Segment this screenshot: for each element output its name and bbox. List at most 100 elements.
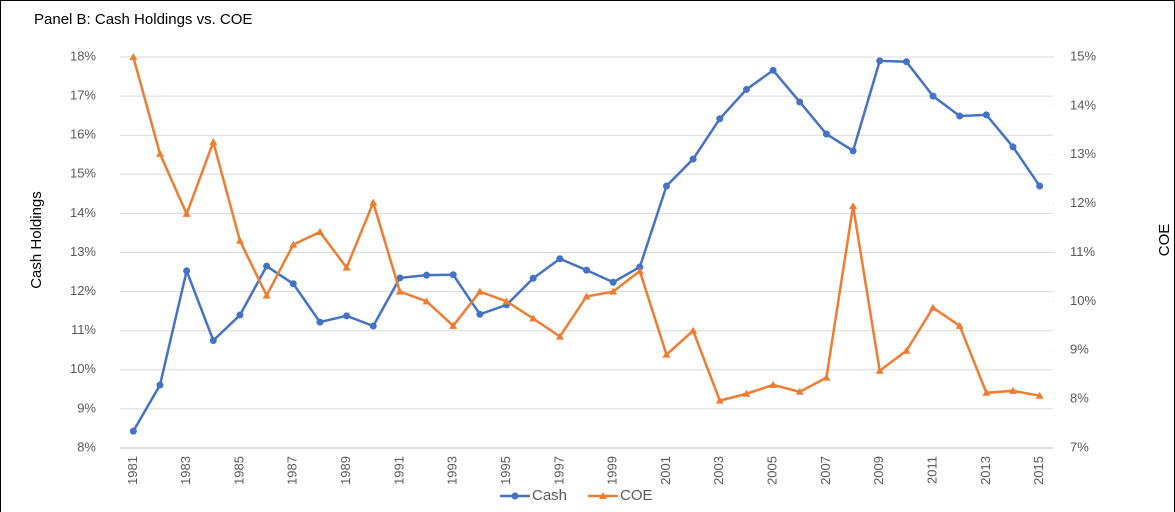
data-point	[955, 321, 964, 329]
data-point	[236, 311, 244, 319]
x-tick-label: 1997	[551, 456, 566, 485]
y-tick-label: 10%	[70, 361, 96, 376]
data-point	[609, 287, 618, 295]
data-point	[715, 396, 724, 404]
data-point	[583, 266, 590, 274]
data-point	[609, 278, 617, 286]
data-point	[343, 312, 351, 320]
data-point	[742, 389, 751, 397]
data-point	[822, 130, 830, 138]
x-tick-label: 1995	[498, 456, 513, 485]
data-point	[1009, 386, 1018, 394]
data-point	[502, 297, 511, 305]
data-point	[395, 287, 404, 295]
y-tick-label: 17%	[70, 88, 96, 103]
y2-tick-label: 11%	[1070, 244, 1095, 259]
y-tick-label: 11%	[71, 322, 96, 337]
data-point	[662, 350, 671, 358]
data-point	[182, 209, 191, 217]
x-tick-label: 1983	[178, 456, 193, 485]
chart-title: Panel B: Cash Holdings vs. COE	[34, 11, 252, 28]
x-tick-label: 1981	[125, 456, 140, 485]
data-point	[476, 310, 484, 318]
y-tick-label: 16%	[70, 127, 96, 142]
data-point	[556, 255, 564, 263]
y-tick-label: 12%	[70, 283, 96, 298]
data-point	[529, 314, 538, 322]
y2-tick-label: 15%	[1070, 48, 1096, 63]
y-tick-label: 14%	[70, 205, 96, 220]
y2-tick-label: 12%	[1070, 195, 1096, 210]
data-point	[449, 271, 457, 279]
data-point	[555, 332, 564, 340]
x-tick-label: 1999	[605, 456, 620, 485]
data-point	[689, 155, 697, 163]
y-tick-label: 8%	[77, 439, 96, 454]
x-tick-label: 2011	[924, 456, 939, 484]
data-point	[262, 291, 271, 299]
data-point	[209, 138, 218, 146]
data-point	[1009, 143, 1017, 151]
data-point	[209, 336, 217, 344]
data-point	[769, 380, 778, 388]
x-tick-label: 1991	[391, 456, 406, 485]
data-point	[1036, 182, 1044, 190]
data-point	[289, 280, 297, 288]
x-tick-label: 2003	[711, 456, 726, 485]
legend-label: COE	[620, 487, 653, 504]
y-tick-label: 9%	[77, 400, 96, 415]
data-point	[662, 182, 670, 190]
data-point	[795, 387, 804, 395]
data-point	[396, 274, 404, 282]
x-tick-label: 1993	[445, 456, 460, 485]
data-point	[849, 202, 858, 210]
data-point	[129, 53, 138, 60]
legend-marker	[599, 492, 607, 499]
data-point	[956, 112, 964, 120]
y2-axis-title: COE	[1156, 224, 1173, 257]
x-tick-label: 2005	[765, 456, 780, 485]
data-point	[183, 267, 191, 275]
data-point	[1035, 391, 1044, 399]
data-point	[929, 92, 937, 100]
x-tick-label: 2015	[1031, 456, 1046, 485]
data-point	[902, 58, 910, 66]
x-tick-label: 2001	[658, 456, 673, 485]
data-point	[769, 66, 777, 74]
data-point	[582, 292, 591, 300]
legend-label: Cash	[532, 487, 567, 504]
x-tick-label: 1989	[338, 456, 353, 485]
data-point	[369, 198, 378, 206]
data-point	[263, 262, 271, 270]
y-tick-label: 18%	[70, 48, 96, 63]
x-tick-label: 1985	[231, 456, 246, 485]
data-point	[689, 326, 698, 334]
data-point	[716, 115, 724, 123]
y-tick-label: 15%	[70, 166, 96, 181]
data-point	[902, 346, 911, 354]
data-point	[529, 274, 537, 282]
data-point	[635, 267, 644, 275]
data-point	[982, 388, 991, 396]
series-line	[132, 56, 1040, 403]
legend-marker	[511, 492, 519, 500]
y2-tick-label: 9%	[1070, 342, 1089, 357]
y2-tick-label: 14%	[1070, 97, 1096, 112]
data-point	[796, 98, 804, 106]
data-point	[876, 57, 884, 65]
y2-tick-label: 7%	[1070, 439, 1089, 454]
data-point	[235, 236, 244, 244]
x-tick-label: 1987	[285, 456, 300, 485]
y2-tick-label: 10%	[1070, 293, 1096, 308]
data-point	[822, 373, 831, 381]
data-point	[316, 318, 324, 326]
data-point	[423, 271, 431, 279]
data-point	[342, 263, 351, 271]
y-tick-label: 13%	[70, 244, 96, 259]
data-point	[742, 85, 750, 93]
series-line	[132, 59, 1041, 432]
data-point	[315, 227, 324, 235]
data-point	[289, 240, 298, 248]
data-point	[155, 149, 164, 157]
